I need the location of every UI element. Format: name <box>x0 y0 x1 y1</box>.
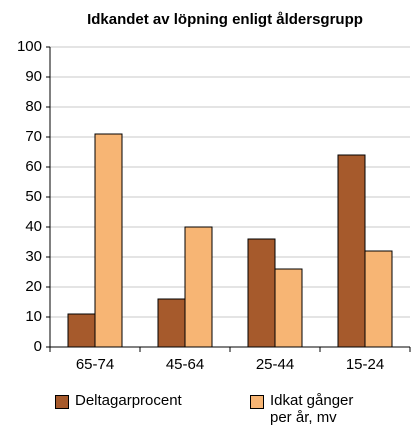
y-tick-label: 60 <box>25 158 42 175</box>
y-tick-label: 50 <box>25 188 42 205</box>
y-tick-label: 70 <box>25 128 42 145</box>
y-tick-label: 40 <box>25 218 42 235</box>
x-tick-label: 15-24 <box>346 356 384 373</box>
bar <box>94 133 123 348</box>
legend-swatch <box>250 395 264 409</box>
chart-title: Idkandet av löpning enligt åldersgrupp <box>87 11 363 28</box>
legend-label: Deltagarprocent <box>75 392 182 409</box>
bar <box>274 268 303 348</box>
y-tick-label: 30 <box>25 248 42 265</box>
y-tick-label: 90 <box>25 68 42 85</box>
legend-swatch <box>55 395 69 409</box>
legend-item: Idkat gånger per år, mv <box>250 392 370 426</box>
legend-label: Idkat gånger per år, mv <box>270 392 354 426</box>
y-tick-label: 10 <box>25 308 42 325</box>
bar <box>364 250 393 348</box>
y-tick-label: 0 <box>34 338 42 355</box>
legend-item: Deltagarprocent <box>55 392 235 409</box>
bar <box>67 313 96 348</box>
bar <box>184 226 213 348</box>
y-tick-label: 20 <box>25 278 42 295</box>
bar <box>157 298 186 348</box>
bar <box>337 154 366 348</box>
y-tick-label: 100 <box>17 38 42 55</box>
x-tick-label: 25-44 <box>256 356 294 373</box>
x-tick-label: 65-74 <box>76 356 114 373</box>
x-tick-label: 45-64 <box>166 356 204 373</box>
y-tick-label: 80 <box>25 98 42 115</box>
bar <box>247 238 276 348</box>
